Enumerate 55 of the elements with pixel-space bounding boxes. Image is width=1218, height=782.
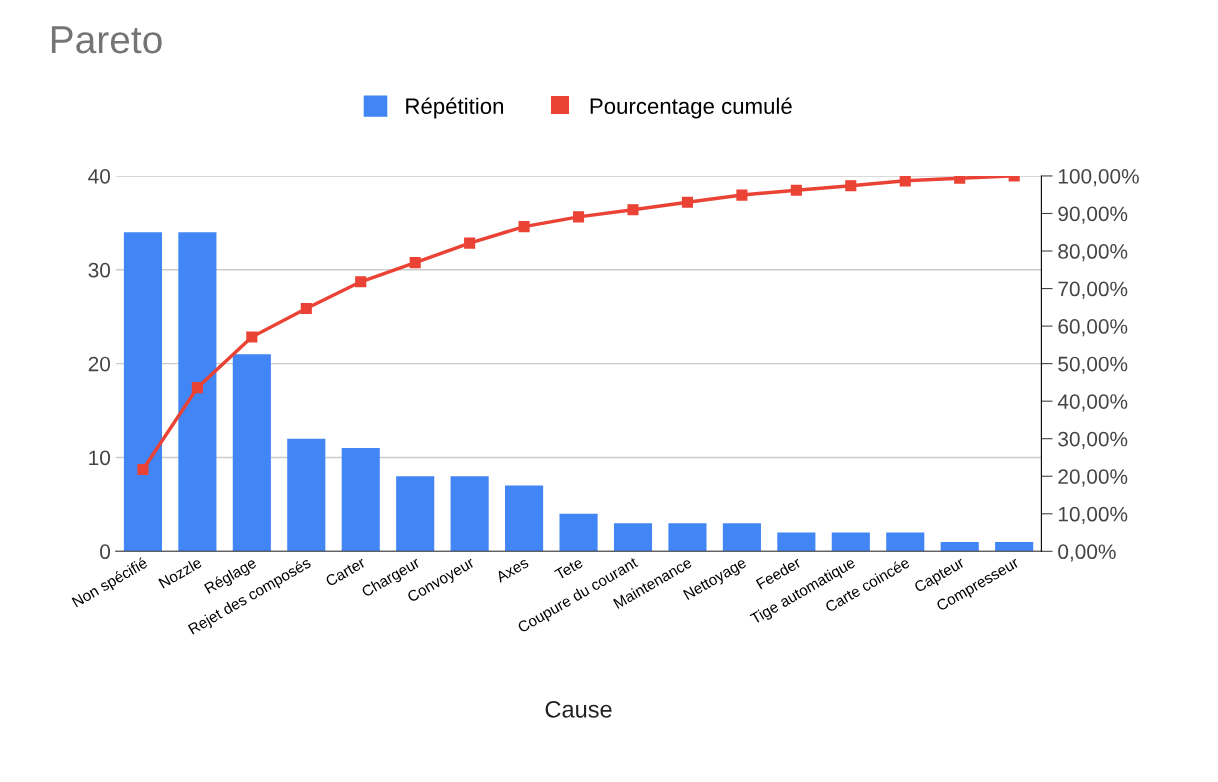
y2-tick-label: 90,00% <box>1058 206 1128 224</box>
point <box>137 463 149 476</box>
bar <box>396 476 435 552</box>
bar <box>505 485 544 552</box>
point <box>409 257 421 269</box>
point <box>191 382 203 394</box>
y-tick-label: 40 <box>88 168 111 184</box>
y2-tick-label: 70,00% <box>1058 281 1128 299</box>
y2-tick-label: 100,00% <box>1058 168 1139 187</box>
x-axis-title: Cause <box>545 700 612 718</box>
bar <box>341 448 380 552</box>
bar <box>886 532 925 552</box>
bar <box>777 532 816 552</box>
point <box>627 204 639 216</box>
bar <box>178 232 217 552</box>
bar <box>613 523 653 552</box>
point <box>355 276 367 288</box>
bar <box>287 438 326 552</box>
bar <box>559 513 598 552</box>
point <box>572 211 585 223</box>
point <box>845 180 857 192</box>
bar <box>123 232 162 552</box>
y2-tick-label: 0,00% <box>1058 544 1116 562</box>
point <box>300 302 312 315</box>
y-tick-label: 10 <box>89 450 111 466</box>
bar <box>940 541 979 552</box>
bar <box>450 476 489 552</box>
y2-tick-label: 30,00% <box>1058 431 1128 449</box>
y2-tick-label: 40,00% <box>1057 394 1128 412</box>
bar <box>995 541 1034 552</box>
x-tick-label: Axes <box>494 556 530 583</box>
bar <box>232 354 271 552</box>
point <box>736 189 748 201</box>
point <box>464 237 476 249</box>
point <box>790 184 802 196</box>
y2-tick-label: 60,00% <box>1058 319 1128 337</box>
point <box>899 175 911 187</box>
legend-label: Répétition <box>406 97 504 119</box>
legend-label: Pourcentage cumulé <box>590 97 792 119</box>
point <box>954 175 966 184</box>
y2-tick-label: 10,00% <box>1058 506 1128 524</box>
point <box>246 331 258 343</box>
y2-tick-label: 80,00% <box>1058 244 1128 262</box>
y2-tick-label: 50,00% <box>1058 356 1128 374</box>
y-tick-label: 20 <box>88 356 111 372</box>
point <box>681 196 694 208</box>
bar <box>831 532 870 552</box>
chart-title: Pareto <box>51 26 162 54</box>
y-tick-label: 0 <box>100 544 111 560</box>
x-tick-label: Tete <box>554 556 584 581</box>
y2-tick-label: 20,00% <box>1058 469 1128 487</box>
y-tick-label: 30 <box>88 262 111 278</box>
bar <box>668 523 707 552</box>
bar <box>722 523 761 552</box>
point <box>518 221 530 233</box>
